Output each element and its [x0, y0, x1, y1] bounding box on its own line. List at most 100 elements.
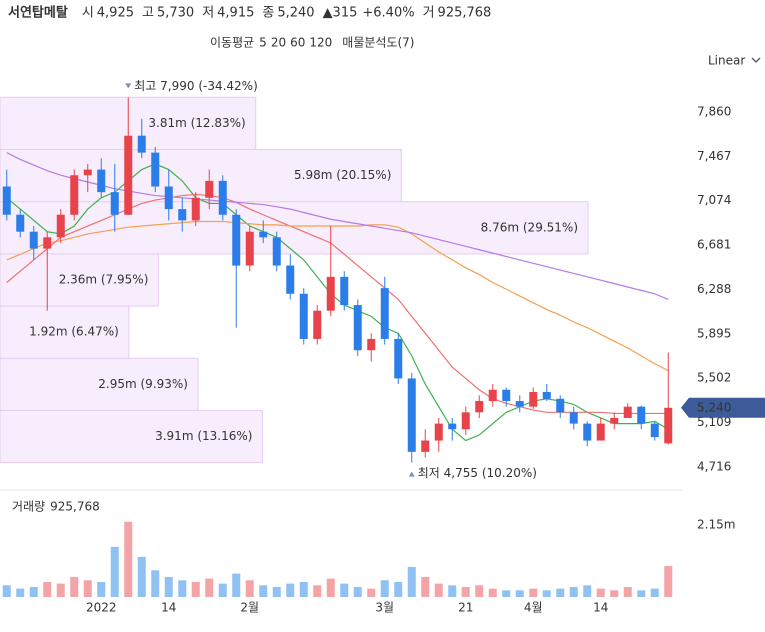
candle-body: [488, 389, 497, 402]
header-text: 4,915: [217, 6, 254, 21]
candle-body: [218, 180, 227, 215]
scale-toggle[interactable]: Linear: [708, 54, 761, 68]
candle-body: [610, 417, 619, 424]
volume-bar: [178, 580, 187, 597]
candle-body: [97, 169, 106, 193]
volume-bar: [83, 580, 92, 597]
scale-label[interactable]: Linear: [708, 54, 745, 68]
candle-body: [16, 214, 25, 232]
candle-body: [299, 293, 308, 339]
candle-body: [29, 231, 38, 249]
annotation-arrow: [125, 83, 132, 89]
volume-bar: [2, 585, 11, 597]
candle-body: [70, 175, 79, 215]
candle-body: [43, 237, 52, 249]
volume-bar: [137, 556, 146, 597]
candle-body: [353, 305, 362, 351]
x-tick-label: 2월: [240, 601, 259, 615]
volume-bar: [218, 583, 227, 597]
annotation: 최고 7,990 (-34.42%): [134, 79, 258, 93]
candle-body: [623, 406, 632, 418]
candle-body: [205, 180, 214, 198]
ma-line: [6, 220, 669, 372]
y-tick-label: 7,467: [697, 149, 731, 163]
candle-body: [232, 214, 241, 266]
volume-bar: [124, 521, 133, 597]
candle-body: [434, 423, 443, 441]
volume-bar: [272, 586, 281, 597]
header-text: 고: [142, 6, 154, 21]
price-tag: [681, 397, 765, 418]
volume-bar: [259, 585, 268, 597]
volume-bar: [596, 588, 605, 597]
annotation: 최저 4,755 (10.20%): [418, 466, 537, 480]
volume-bar: [313, 585, 322, 597]
candle-body: [164, 186, 173, 210]
y-tick-label: 7,074: [697, 193, 731, 207]
candle-body: [664, 407, 673, 444]
header-text: +6.40%: [362, 6, 414, 21]
y-tick-label: 5,502: [697, 371, 731, 385]
volume-bar: [70, 576, 79, 597]
volume-bar: [340, 583, 349, 597]
volume-bar: [434, 583, 443, 597]
volume-bar: [515, 590, 524, 597]
header-text: 4,925: [97, 6, 134, 21]
candle-body: [583, 423, 592, 441]
x-tick-label: 4월: [524, 601, 543, 615]
candle-body: [502, 389, 511, 402]
candle-body: [2, 186, 11, 215]
y-tick-label: 5,109: [697, 415, 731, 429]
profile-title: 매물분석도(7): [342, 36, 414, 50]
y-tick-label: 6,288: [697, 282, 731, 296]
price-tag-label: 5,240: [697, 400, 731, 414]
candle-body: [461, 412, 470, 430]
annotation-arrow: [408, 471, 415, 477]
candle-body: [556, 398, 565, 413]
volume-bar: [97, 581, 106, 597]
candle-body: [286, 265, 295, 294]
stock-name: 서연탑메탈: [8, 6, 68, 21]
candle-body: [259, 231, 268, 238]
x-tick-label: 21: [458, 601, 473, 615]
profile-label: 3.81m (12.83%): [148, 116, 245, 130]
candle-body: [245, 231, 254, 266]
candle-body: [569, 412, 578, 424]
legend-entry: 60: [290, 36, 305, 50]
y-tick-label: 6,681: [697, 238, 731, 252]
volume-bar: [664, 566, 673, 597]
x-tick-label: 14: [161, 601, 176, 615]
volume-bar: [421, 576, 430, 597]
volume-bar: [286, 583, 295, 597]
candle-body: [137, 135, 146, 153]
header-text: 시: [82, 6, 94, 21]
candle-body: [83, 169, 92, 176]
volume-bar: [353, 586, 362, 597]
y-tick-label: 5,895: [697, 326, 731, 340]
volume-bar: [56, 583, 65, 597]
candle-body: [542, 392, 551, 399]
header-text: 저: [202, 6, 214, 21]
volume-bar: [475, 585, 484, 597]
candle-body: [529, 392, 538, 407]
candle-body: [191, 197, 200, 221]
profile-label: 2.95m (9.93%): [98, 377, 188, 391]
candle-body: [515, 401, 524, 407]
header-text: ▲315: [323, 6, 358, 21]
volume-bar: [407, 566, 416, 597]
x-tick-label: 14: [593, 601, 608, 615]
volume-bar: [488, 588, 497, 597]
header-text: 5,240: [277, 6, 314, 21]
candle-body: [124, 135, 133, 215]
candle-body: [110, 192, 119, 215]
volume-title: 거래량: [12, 500, 45, 514]
volume-bar: [610, 590, 619, 597]
candle-body: [56, 214, 65, 238]
chevron[interactable]: [751, 57, 761, 63]
candle-body: [475, 401, 484, 413]
y-tick-label: 4,716: [697, 459, 731, 473]
volume-bar: [232, 573, 241, 597]
profile-bar: [0, 357, 199, 411]
volume-bar: [542, 590, 551, 597]
